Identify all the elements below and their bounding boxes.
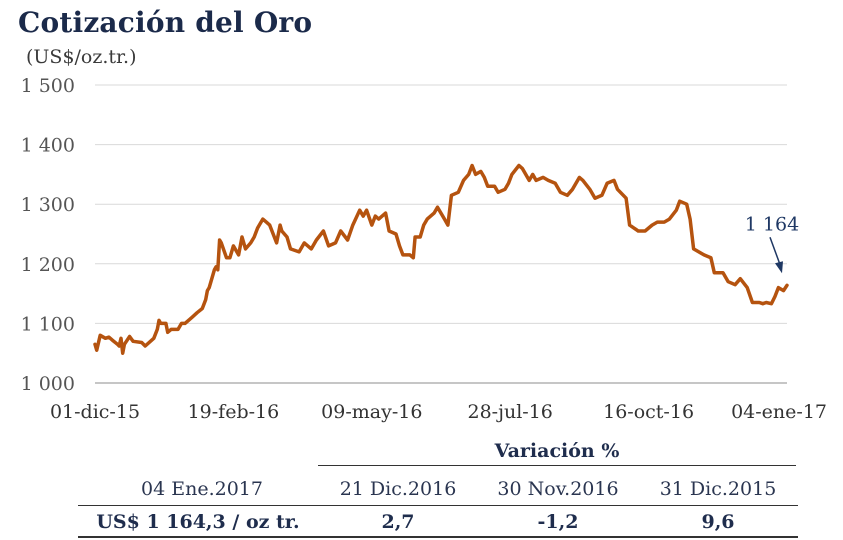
x-tick-label: 09-may-16	[321, 401, 422, 423]
gold-price-line	[93, 163, 789, 355]
y-tick-label: 1 300	[21, 194, 75, 216]
table-value-30-nov: -1,2	[537, 511, 579, 533]
unit-label: (US$/oz.tr.)	[26, 46, 137, 68]
x-axis-ticks: 01-dic-15 19-feb-16 09-may-16 28-jul-16 16-o…	[50, 401, 827, 423]
annotation-arrow-head	[775, 261, 783, 274]
table-header-31-dic: 31 Dic.2015	[659, 478, 777, 500]
y-tick-label: 1 200	[21, 254, 75, 276]
x-tick-label: 04-ene-17	[731, 401, 827, 423]
chart-title: Cotización del Oro	[18, 6, 313, 39]
annotation-label: 1 164	[745, 213, 799, 235]
y-tick-label: 1 500	[21, 75, 75, 97]
variation-header: Variación %	[494, 440, 620, 462]
gold-price-chart: 1 000 1 100 1 200 1 300 1 400 1 500 01-dic-15…	[21, 75, 827, 423]
x-tick-label: 01-dic-15	[50, 401, 140, 423]
x-tick-label: 16-oct-16	[603, 401, 694, 423]
grid-lines	[95, 84, 787, 324]
table-rule-top	[78, 505, 798, 506]
table-header-21-dic: 21 Dic.2016	[339, 478, 457, 500]
table-rule-bottom	[78, 536, 798, 538]
x-tick-label: 28-jul-16	[467, 401, 552, 423]
table-value-31-dic: 9,6	[701, 511, 735, 533]
annotation: 1 164	[745, 213, 799, 274]
y-tick-label: 1 400	[21, 135, 75, 157]
y-axis-ticks: 1 000 1 100 1 200 1 300 1 400 1 500	[21, 75, 75, 395]
table-header-current-date: 04 Ene.2017	[141, 478, 263, 500]
y-tick-label: 1 000	[21, 373, 75, 395]
table-header-30-nov: 30 Nov.2016	[497, 478, 619, 500]
y-tick-label: 1 100	[21, 313, 75, 335]
table-value-21-dic: 2,7	[381, 511, 415, 533]
table-row-label: US$ 1 164,3 / oz tr.	[96, 511, 300, 533]
table-rule-variation	[318, 465, 796, 466]
x-tick-label: 19-feb-16	[188, 401, 280, 423]
